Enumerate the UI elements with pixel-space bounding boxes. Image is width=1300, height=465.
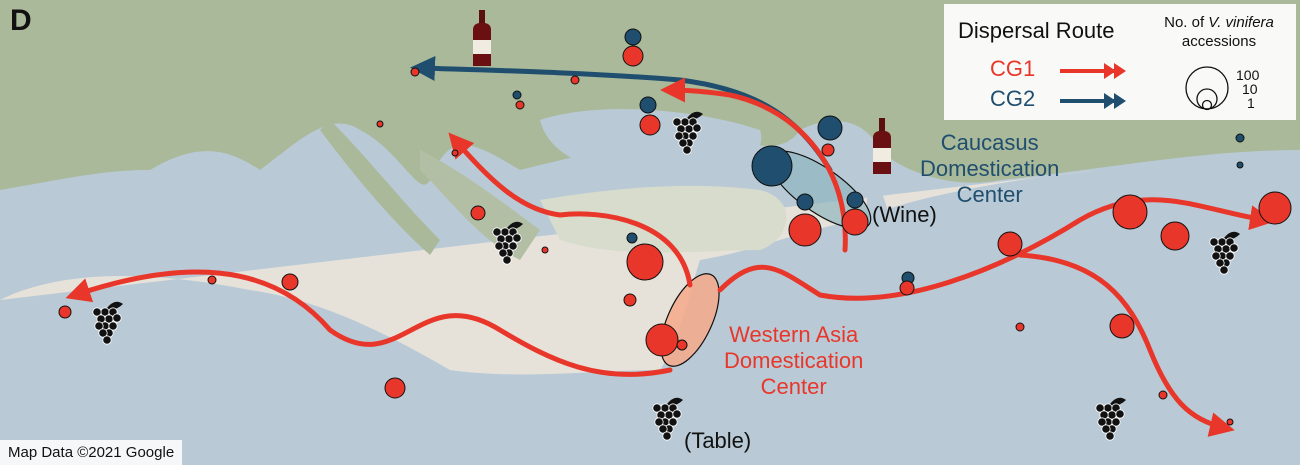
label-line: Domestication [920, 156, 1060, 181]
cg2-arrow-head [1104, 93, 1126, 109]
label-line: Center [760, 374, 827, 399]
wine-label: (Wine) [872, 202, 937, 227]
wine-bottle-icon [473, 10, 491, 66]
cg1-arrow-head [1104, 63, 1126, 79]
cg1-route-maghreb [65, 269, 673, 377]
grape-cluster-icon [92, 301, 123, 345]
size-100-circle [1185, 66, 1229, 110]
accession-circle [788, 213, 822, 247]
legend-cg2-label: CG2 [990, 86, 1036, 111]
label-line: Caucasus [940, 130, 1039, 155]
accession-circle [1109, 313, 1135, 339]
size-label-1: 1 [1247, 95, 1255, 111]
land-anatolia [540, 185, 787, 253]
accession-circle [624, 28, 642, 46]
accession-circle [58, 305, 72, 319]
size-label-10: 10 [1242, 81, 1258, 97]
accession-circle [817, 115, 843, 141]
persian-gulf [900, 320, 1040, 420]
accession-circle [1160, 221, 1190, 251]
accession-circle [207, 275, 217, 285]
wine-bottle-icon [873, 118, 891, 174]
cg1-route-balkans [448, 132, 693, 288]
accession-circle [846, 191, 864, 209]
legend-cg1-label: CG1 [990, 56, 1036, 81]
western-asia-center-label: Western Asia Domestication Center [724, 322, 863, 400]
legend-title: Dispersal Route [958, 18, 1115, 43]
accession-circle [821, 143, 835, 157]
accession-circle [515, 100, 525, 110]
accession-circle [1226, 418, 1234, 426]
land-italy [320, 120, 440, 255]
size-10-circle [1196, 88, 1218, 110]
accession-circle [639, 114, 661, 136]
accession-circle [410, 67, 420, 77]
accession-circle [1015, 322, 1025, 332]
accession-circle [841, 208, 869, 236]
black-sea [540, 109, 762, 176]
cg1-route-central-asia [717, 197, 1275, 301]
accession-circle [676, 339, 688, 351]
legend: Dispersal Route CG1 CG2 No. of V. vinife… [944, 4, 1296, 120]
accession-circle [376, 120, 384, 128]
legend-size-title: No. of V. vinifera accessions [1164, 14, 1274, 50]
grape-cluster-icon [1095, 397, 1126, 441]
accession-circle [1236, 161, 1244, 169]
accession-circle [626, 232, 638, 244]
accession-circle [384, 377, 406, 399]
label-line: Western Asia [729, 322, 859, 347]
accession-circle [281, 273, 299, 291]
accession-circle [796, 193, 814, 211]
size-label-100: 100 [1236, 67, 1260, 83]
accession-circle [1158, 390, 1168, 400]
grape-cluster-icon [672, 111, 703, 155]
map-credit: Map Data ©2021 Google [0, 440, 183, 465]
accession-circle [645, 323, 679, 357]
accession-circle [751, 145, 793, 187]
grape-cluster-icon [492, 221, 523, 265]
table-label: (Table) [684, 428, 752, 453]
caucasus-center-label: Caucasus Domestication Center [920, 130, 1059, 208]
accession-circle [899, 280, 915, 296]
accession-circle [451, 149, 459, 157]
cg1-route-india [1017, 252, 1235, 437]
size-1-circle [1201, 99, 1213, 111]
accession-circle [623, 293, 637, 307]
accession-circle [541, 246, 549, 254]
accession-circle [1235, 133, 1245, 143]
cg1-route-ukraine [660, 77, 848, 253]
accession-circle [1258, 191, 1292, 225]
accession-circle [570, 75, 580, 85]
accession-circle [512, 90, 522, 100]
grape-cluster-icon [652, 397, 683, 441]
accession-circle [997, 231, 1023, 257]
panel-label: D [10, 4, 32, 37]
legend-symbols [1060, 63, 1229, 111]
grape-cluster-icon [1209, 231, 1240, 275]
accession-circle [639, 96, 657, 114]
accession-circle [626, 243, 664, 281]
red-sea [690, 380, 780, 465]
caspian-sea [866, 170, 894, 290]
accession-circle [622, 45, 644, 67]
land-south [0, 170, 1100, 375]
accession-circle [1112, 194, 1148, 230]
accession-circle [470, 205, 486, 221]
label-line: Domestication [724, 348, 864, 373]
label-line: Center [956, 182, 1023, 207]
